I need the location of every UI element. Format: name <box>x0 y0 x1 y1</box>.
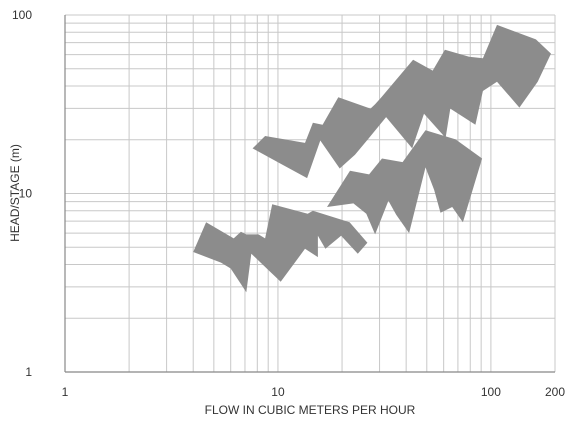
performance-region-3 <box>327 130 483 235</box>
x-tick-label: 100 <box>481 385 501 399</box>
x-tick-label: 200 <box>545 385 565 399</box>
y-tick-label: 10 <box>19 187 33 201</box>
performance-regions <box>193 24 551 293</box>
y-axis-title: HEAD/STAGE (m) <box>8 144 22 242</box>
x-tick-label: 10 <box>271 385 285 399</box>
x-axis-title: FLOW IN CUBIC METERS PER HOUR <box>205 403 416 417</box>
axes <box>64 15 555 373</box>
x-tick-label: 1 <box>62 385 69 399</box>
performance-region-1 <box>193 204 368 293</box>
y-tick-label: 1 <box>25 365 32 379</box>
tick-labels: 1 10 100 200 1 10 100 <box>12 8 565 399</box>
y-tick-label: 100 <box>12 8 32 22</box>
performance-region-2 <box>252 24 551 179</box>
